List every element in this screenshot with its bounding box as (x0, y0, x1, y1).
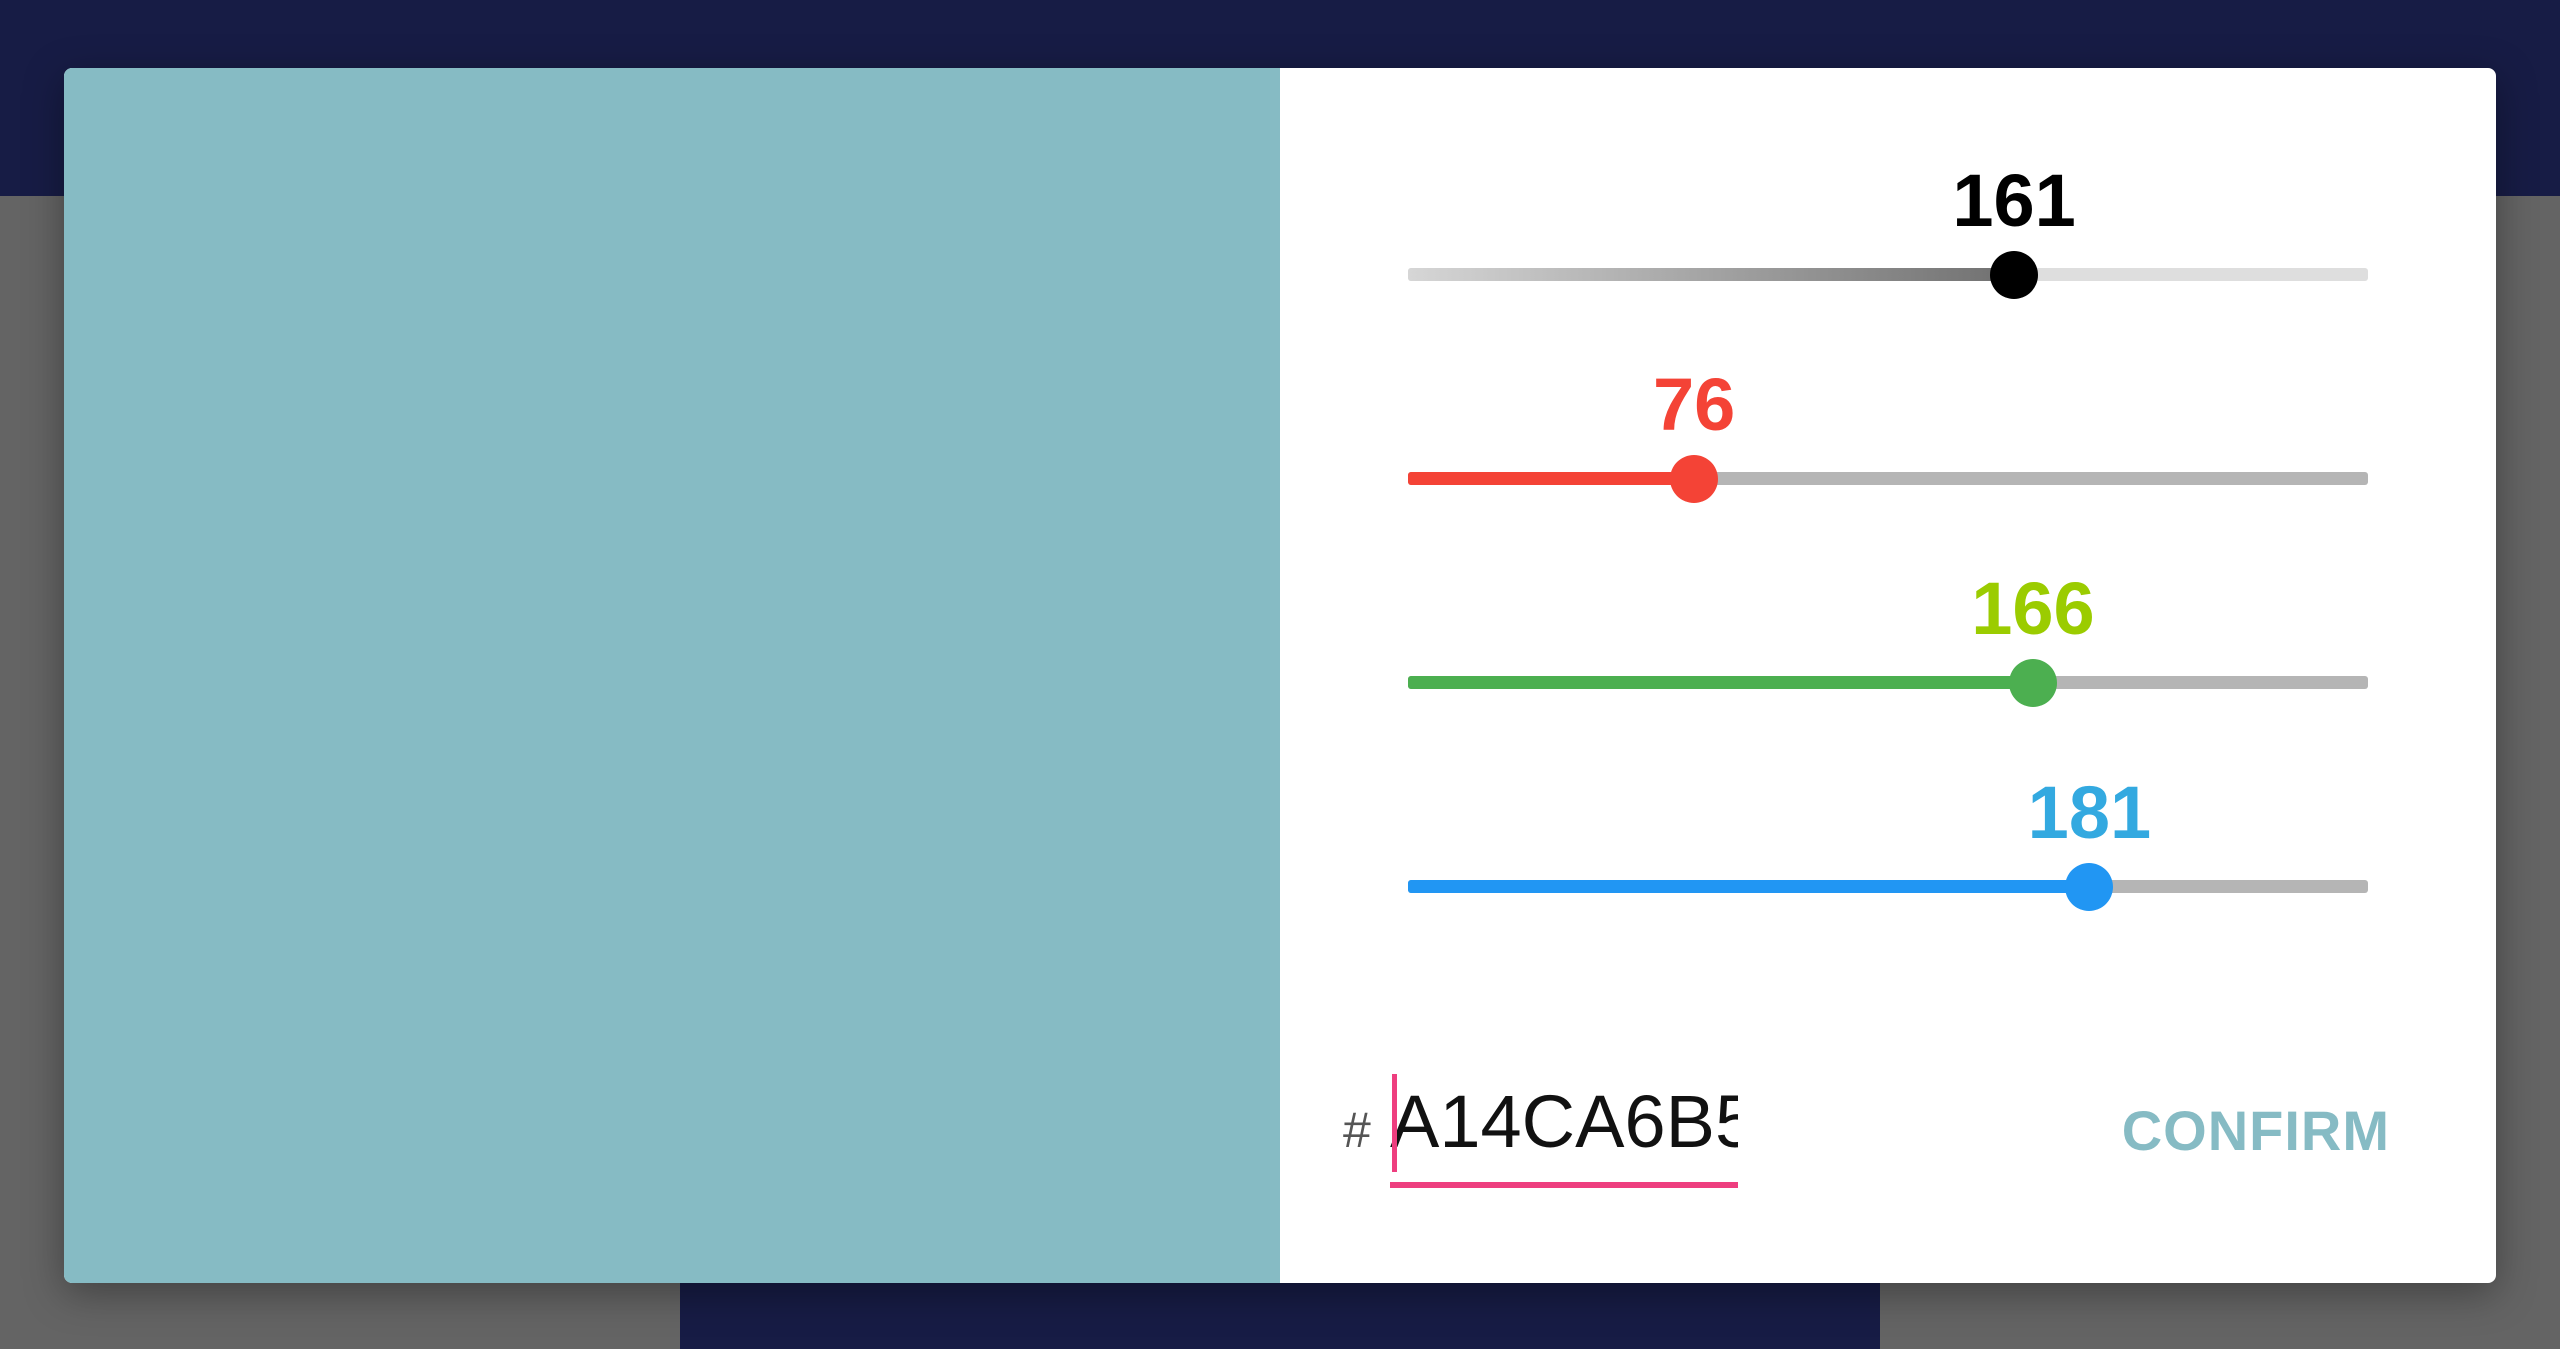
red-slider[interactable]: 76 (1280, 360, 2496, 520)
color-picker-dialog: 161 76 166 181 (64, 68, 2496, 1283)
blue-slider-thumb[interactable] (2065, 863, 2114, 911)
red-slider-fill (1408, 472, 1695, 485)
slider-panel: 161 76 166 181 (1280, 68, 2496, 1283)
alpha-slider-thumb[interactable] (1990, 251, 2039, 299)
blue-slider[interactable]: 181 (1280, 768, 2496, 928)
green-slider-fill (1408, 676, 2033, 689)
hex-input-underline (1390, 1182, 1738, 1188)
alpha-slider-fill (1408, 268, 2015, 281)
blue-value-label: 181 (2027, 771, 2152, 854)
red-value-label: 76 (1652, 363, 1736, 446)
confirm-button[interactable]: CONFIRM (2110, 1085, 2390, 1175)
text-caret (1392, 1074, 1397, 1172)
blue-slider-fill (1408, 880, 2090, 893)
hex-field[interactable] (1390, 1072, 1738, 1190)
alpha-slider[interactable]: 161 (1280, 156, 2496, 316)
hex-prefix: # (1343, 1102, 1371, 1158)
hex-input[interactable] (1390, 1072, 1738, 1172)
red-slider-thumb[interactable] (1670, 455, 1719, 503)
color-preview (64, 68, 1280, 1283)
green-slider[interactable]: 166 (1280, 564, 2496, 724)
green-value-label: 166 (1971, 567, 2095, 650)
green-slider-thumb[interactable] (2008, 659, 2057, 707)
alpha-value-label: 161 (1952, 159, 2076, 242)
